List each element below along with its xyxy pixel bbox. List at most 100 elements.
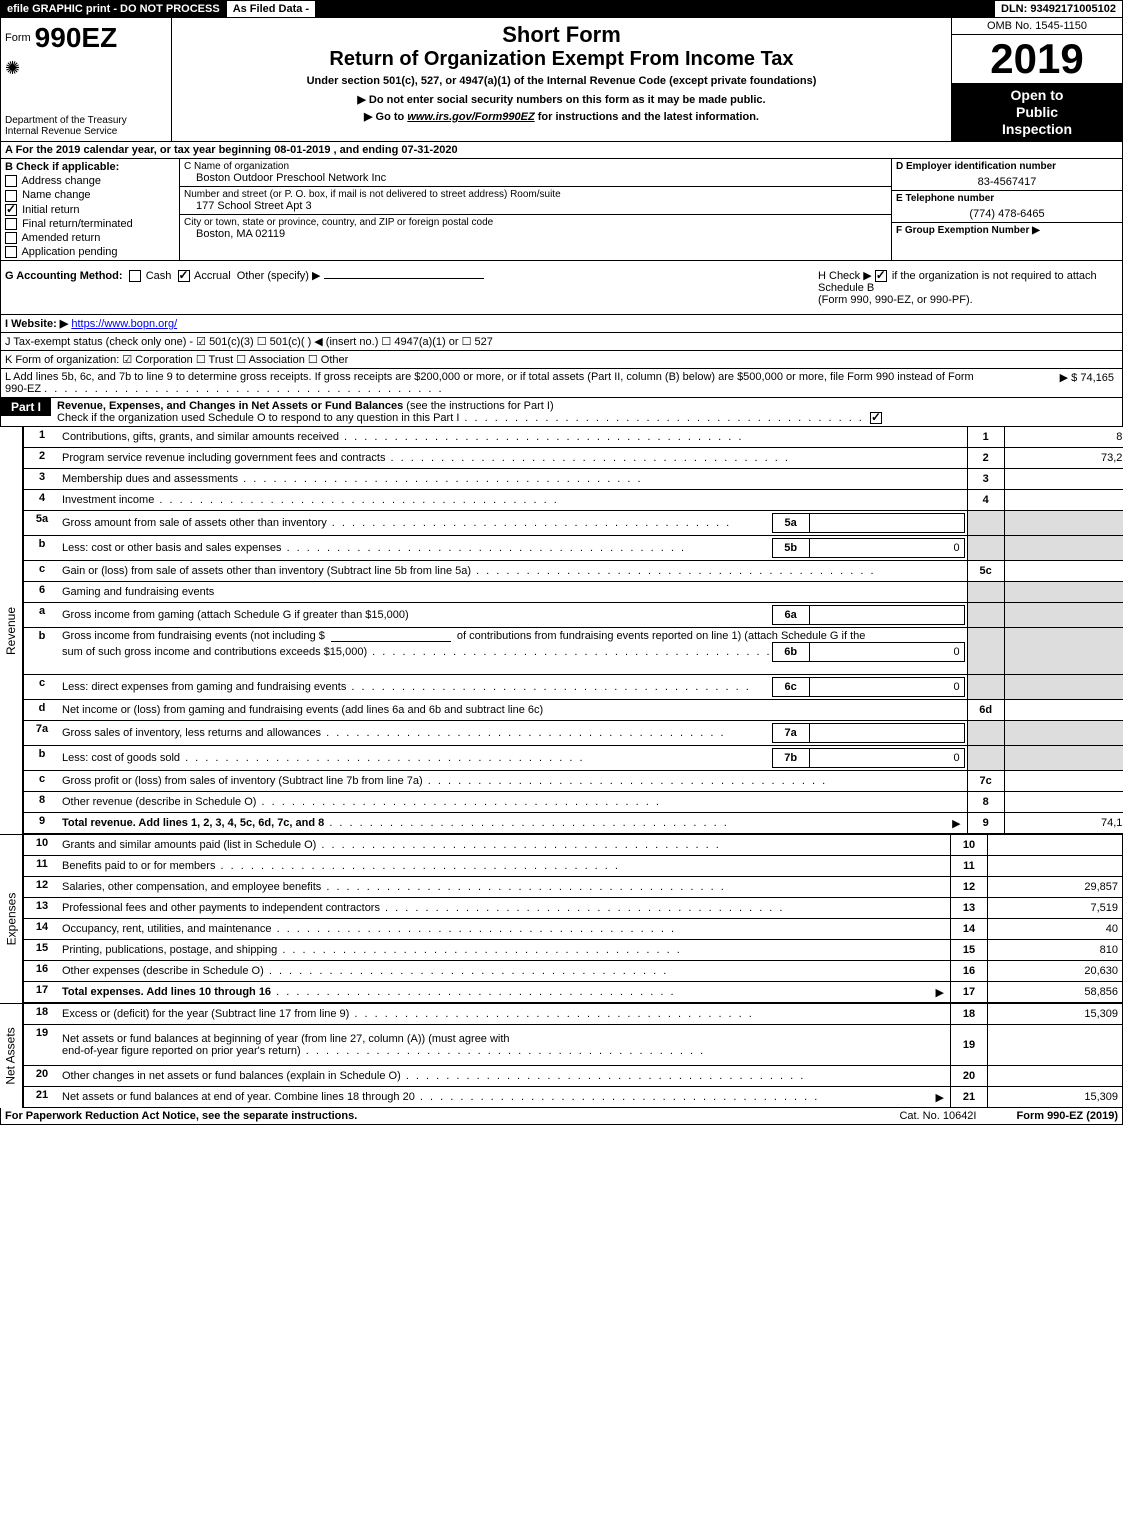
fundraising-amount-input[interactable]: [331, 630, 451, 642]
form-note-1: ▶ Do not enter social security numbers o…: [180, 93, 943, 106]
line-8: 8 Other revenue (describe in Schedule O)…: [24, 792, 1123, 813]
section-c: C Name of organization Boston Outdoor Pr…: [180, 159, 891, 260]
irs-link[interactable]: www.irs.gov/Form990EZ: [407, 111, 534, 123]
checkbox-application-pending[interactable]: Application pending: [5, 246, 175, 258]
line-19: 19 Net assets or fund balances at beginn…: [24, 1025, 1122, 1066]
ein-label: D Employer identification number: [896, 161, 1118, 172]
checkbox-final-return[interactable]: Final return/terminated: [5, 218, 175, 230]
tel-cell: E Telephone number (774) 478-6465: [892, 191, 1122, 223]
checkbox-name-change[interactable]: Name change: [5, 189, 175, 201]
line-3: 3 Membership dues and assessments 3 0: [24, 469, 1123, 490]
dln-label: DLN: 93492171005102: [995, 1, 1122, 17]
org-name-label: C Name of organization: [184, 161, 887, 172]
line-6: 6 Gaming and fundraising events: [24, 582, 1123, 603]
line-21: 21 Net assets or fund balances at end of…: [24, 1087, 1122, 1108]
line-7c: c Gross profit or (loss) from sales of i…: [24, 771, 1123, 792]
expenses-label: Expenses: [0, 835, 23, 1003]
line-7a: 7a Gross sales of inventory, less return…: [24, 721, 1123, 746]
line-20: 20 Other changes in net assets or fund b…: [24, 1066, 1122, 1087]
seal-icon: ✺: [1, 58, 171, 79]
section-g: G Accounting Method: Cash Accrual Other …: [5, 269, 818, 282]
block-bcdef: B Check if applicable: Address change Na…: [0, 159, 1123, 261]
line-6b: b Gross income from fundraising events (…: [24, 628, 1123, 675]
revenue-label: Revenue: [0, 427, 23, 834]
checkbox-address-change[interactable]: Address change: [5, 175, 175, 187]
group-exemption-cell: F Group Exemption Number ▶: [892, 223, 1122, 260]
row-i: I Website: ▶ https://www.bopn.org/: [0, 315, 1123, 333]
row-k: K Form of organization: ☑ Corporation ☐ …: [0, 351, 1123, 369]
line-5a: 5a Gross amount from sale of assets othe…: [24, 511, 1123, 536]
line-18: 18 Excess or (deficit) for the year (Sub…: [24, 1004, 1122, 1025]
section-b-header: B Check if applicable:: [5, 161, 175, 173]
line-17: 17 Total expenses. Add lines 10 through …: [24, 982, 1122, 1003]
org-city-row: City or town, state or province, country…: [180, 215, 891, 242]
org-address-row: Number and street (or P. O. box, if mail…: [180, 187, 891, 215]
form-subtitle: Under section 501(c), 527, or 4947(a)(1)…: [180, 75, 943, 87]
line-11: 11 Benefits paid to or for members 11: [24, 856, 1122, 877]
form-header: Form 990EZ ✺ Department of the Treasury …: [0, 18, 1123, 142]
footer-right: Form 990-EZ (2019): [1017, 1110, 1119, 1122]
line-5b: b Less: cost or other basis and sales ex…: [24, 536, 1123, 561]
section-b: B Check if applicable: Address change Na…: [1, 159, 180, 260]
line-16: 16 Other expenses (describe in Schedule …: [24, 961, 1122, 982]
netassets-label: Net Assets: [0, 1004, 23, 1108]
form-number-block: Form 990EZ: [1, 18, 171, 58]
form-number: 990EZ: [35, 22, 118, 54]
checkbox-schedule-o[interactable]: [870, 412, 882, 424]
expenses-section: Expenses 10 Grants and similar amounts p…: [0, 834, 1123, 1003]
row-l-text: L Add lines 5b, 6c, and 7b to line 9 to …: [5, 371, 984, 395]
line-a: A For the 2019 calendar year, or tax yea…: [0, 142, 1123, 159]
line-14: 14 Occupancy, rent, utilities, and maint…: [24, 919, 1122, 940]
line-7b: b Less: cost of goods sold 7b0: [24, 746, 1123, 771]
org-address-label: Number and street (or P. O. box, if mail…: [184, 189, 887, 200]
line-2: 2 Program service revenue including gove…: [24, 448, 1123, 469]
line-12: 12 Salaries, other compensation, and emp…: [24, 877, 1122, 898]
line-10: 10 Grants and similar amounts paid (list…: [24, 835, 1122, 856]
revenue-lines: 1 Contributions, gifts, grants, and simi…: [23, 427, 1123, 834]
line-6a: a Gross income from gaming (attach Sched…: [24, 603, 1123, 628]
ein-value: 83-4567417: [896, 172, 1118, 188]
footer-left: For Paperwork Reduction Act Notice, see …: [5, 1110, 859, 1122]
org-name-value: Boston Outdoor Preschool Network Inc: [184, 172, 887, 184]
netassets-lines: 18 Excess or (deficit) for the year (Sub…: [23, 1004, 1123, 1108]
page-footer: For Paperwork Reduction Act Notice, see …: [0, 1108, 1123, 1125]
form-page: efile GRAPHIC print - DO NOT PROCESS As …: [0, 0, 1123, 1125]
checkbox-schedule-b[interactable]: [875, 270, 887, 282]
checkbox-cash[interactable]: [129, 270, 141, 282]
line-9: 9 Total revenue. Add lines 1, 2, 3, 4, 5…: [24, 813, 1123, 834]
part-1-header: Part I Revenue, Expenses, and Changes in…: [0, 398, 1123, 427]
efile-label: efile GRAPHIC print - DO NOT PROCESS: [1, 1, 226, 17]
checkbox-amended-return[interactable]: Amended return: [5, 232, 175, 244]
section-def: D Employer identification number 83-4567…: [891, 159, 1122, 260]
row-l-value: ▶ $ 74,165: [984, 371, 1118, 395]
form-prefix: Form: [5, 32, 31, 44]
header-left: Form 990EZ ✺ Department of the Treasury …: [1, 18, 172, 141]
netassets-section: Net Assets 18 Excess or (deficit) for th…: [0, 1003, 1123, 1108]
header-right: OMB No. 1545-1150 2019 Open toPublicInsp…: [952, 18, 1122, 141]
revenue-section: Revenue 1 Contributions, gifts, grants, …: [0, 427, 1123, 834]
other-specify-input[interactable]: [324, 278, 484, 279]
org-address-value: 177 School Street Apt 3: [184, 200, 887, 212]
line-1: 1 Contributions, gifts, grants, and simi…: [24, 427, 1123, 448]
org-city-value: Boston, MA 02119: [184, 228, 887, 240]
website-link[interactable]: https://www.bopn.org/: [71, 318, 177, 330]
checkbox-initial-return[interactable]: Initial return: [5, 204, 175, 216]
row-j: J Tax-exempt status (check only one) - ☑…: [0, 333, 1123, 351]
line-6c: c Less: direct expenses from gaming and …: [24, 675, 1123, 700]
tax-year: 2019: [952, 35, 1122, 83]
ein-cell: D Employer identification number 83-4567…: [892, 159, 1122, 191]
part-1-tag: Part I: [1, 398, 51, 416]
line-15: 15 Printing, publications, postage, and …: [24, 940, 1122, 961]
asfiled-label: As Filed Data -: [226, 1, 315, 17]
topbar: efile GRAPHIC print - DO NOT PROCESS As …: [0, 0, 1123, 18]
checkbox-accrual[interactable]: [178, 270, 190, 282]
org-city-label: City or town, state or province, country…: [184, 217, 887, 228]
header-center: Short Form Return of Organization Exempt…: [172, 18, 952, 141]
short-form-label: Short Form: [180, 22, 943, 48]
row-l: L Add lines 5b, 6c, and 7b to line 9 to …: [0, 369, 1123, 398]
group-exemption-label: F Group Exemption Number ▶: [896, 225, 1118, 236]
treasury-label: Department of the Treasury Internal Reve…: [1, 115, 171, 141]
form-title: Return of Organization Exempt From Incom…: [180, 48, 943, 71]
open-inspection-label: Open toPublicInspection: [952, 83, 1122, 141]
section-h: H Check ▶ if the organization is not req…: [818, 269, 1118, 306]
